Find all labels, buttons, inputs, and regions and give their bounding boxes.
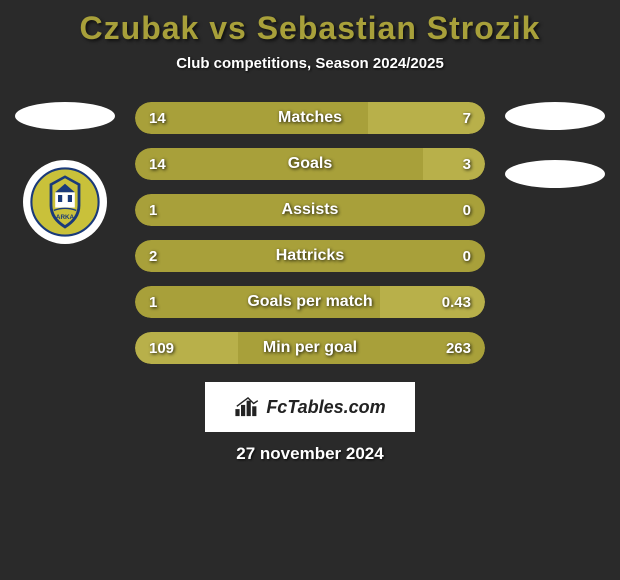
fctables-logo-icon — [234, 396, 262, 418]
subtitle: Club competitions, Season 2024/2025 — [0, 55, 620, 72]
team-badge-placeholder — [505, 160, 605, 188]
right-player-column — [500, 102, 610, 218]
stat-row: 147Matches — [135, 102, 485, 134]
date-text: 27 november 2024 — [0, 444, 620, 464]
player-avatar-placeholder — [505, 102, 605, 130]
stat-label: Goals per match — [135, 286, 485, 318]
stat-row: 143Goals — [135, 148, 485, 180]
team-badge-left: ARKA — [23, 160, 107, 244]
stat-bars: 147Matches 143Goals 10Assists 20Hattricks 10… — [135, 102, 485, 364]
stat-label: Assists — [135, 194, 485, 226]
stat-row: 10Assists — [135, 194, 485, 226]
page-title: Czubak vs Sebastian Strozik — [0, 10, 620, 47]
stat-label: Hattricks — [135, 240, 485, 272]
stat-label: Goals — [135, 148, 485, 180]
arka-badge-icon: ARKA — [30, 167, 100, 237]
fctables-link[interactable]: FcTables.com — [205, 382, 415, 432]
svg-text:ARKA: ARKA — [56, 214, 75, 221]
comparison-chart: ARKA 147Matches 143Goals 10Assists 20Hattri… — [0, 102, 620, 364]
stat-row: 10.43Goals per match — [135, 286, 485, 318]
left-player-column: ARKA — [10, 102, 120, 244]
stat-row: 109263Min per goal — [135, 332, 485, 364]
stat-row: 20Hattricks — [135, 240, 485, 272]
stat-label: Matches — [135, 102, 485, 134]
fctables-label: FcTables.com — [266, 397, 385, 418]
player-avatar-placeholder — [15, 102, 115, 130]
stat-label: Min per goal — [135, 332, 485, 364]
